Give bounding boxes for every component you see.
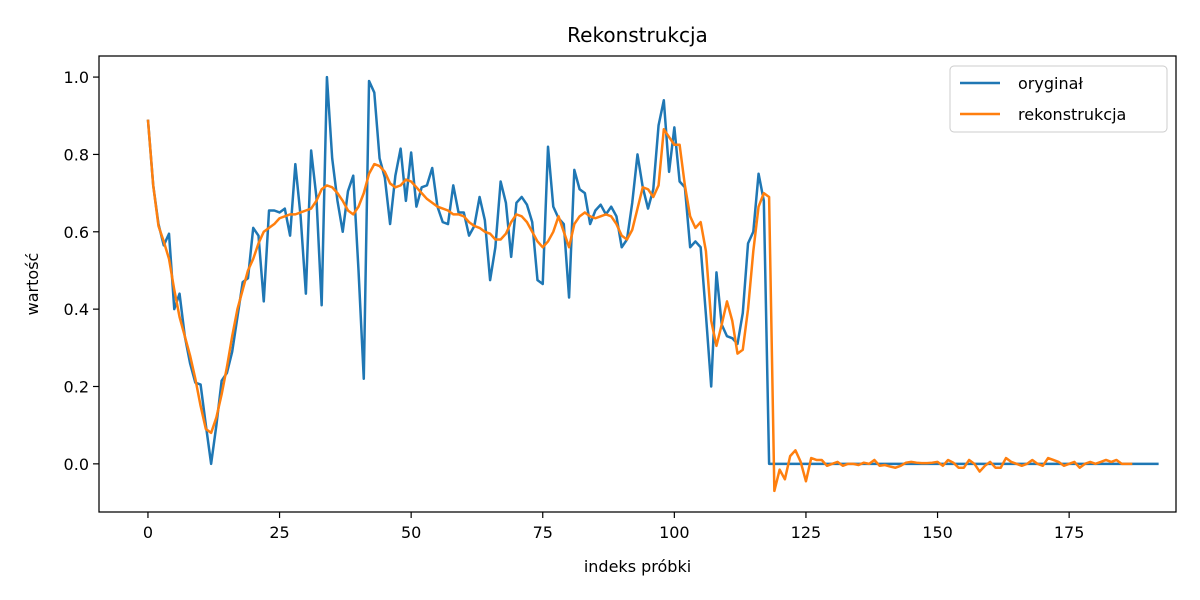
- plot-frame: [98, 55, 1177, 513]
- legend: oryginał rekonstrukcja: [949, 65, 1168, 133]
- x-tick-label: 100: [659, 523, 690, 542]
- series-line-rekonstrukcja: [146, 119, 1133, 493]
- y-tick-label: 0.0: [64, 455, 89, 474]
- y-tick-label: 0.2: [64, 377, 89, 396]
- series-layer: [146, 75, 1159, 493]
- y-axis-label: wartość: [23, 253, 42, 316]
- x-tick-label: 75: [533, 523, 553, 542]
- y-tick-label: 0.8: [64, 145, 89, 164]
- x-tick-label: 0: [143, 523, 153, 542]
- x-tick-label: 25: [269, 523, 289, 542]
- x-tick-label: 175: [1054, 523, 1085, 542]
- legend-label-oryginal: oryginał: [1018, 74, 1083, 93]
- y-tick-label: 1.0: [64, 68, 89, 87]
- x-axis-ticks: 0 25 50 75 100 125 150 175: [143, 512, 1085, 542]
- x-axis-label: indeks próbki: [584, 557, 691, 576]
- legend-box: [949, 65, 1168, 133]
- x-tick-label: 150: [922, 523, 953, 542]
- y-tick-label: 0.6: [64, 223, 89, 242]
- chart-title: Rekonstrukcja: [567, 23, 708, 47]
- x-tick-label: 50: [401, 523, 421, 542]
- legend-label-rekonstrukcja: rekonstrukcja: [1018, 105, 1126, 124]
- x-tick-label: 125: [791, 523, 822, 542]
- series-line-oryginal: [146, 75, 1159, 466]
- y-tick-label: 0.4: [64, 300, 89, 319]
- y-axis-ticks: 0.0 0.2 0.4 0.6 0.8 1.0: [64, 68, 99, 474]
